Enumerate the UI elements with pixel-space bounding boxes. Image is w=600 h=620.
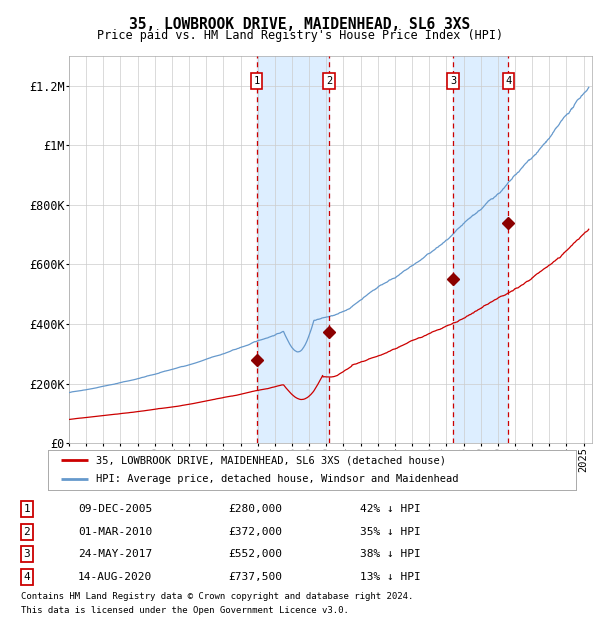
Text: 3: 3 <box>23 549 31 559</box>
Text: 35, LOWBROOK DRIVE, MAIDENHEAD, SL6 3XS (detached house): 35, LOWBROOK DRIVE, MAIDENHEAD, SL6 3XS … <box>95 455 446 466</box>
Text: £737,500: £737,500 <box>228 572 282 582</box>
Text: Contains HM Land Registry data © Crown copyright and database right 2024.: Contains HM Land Registry data © Crown c… <box>21 592 413 601</box>
Text: £552,000: £552,000 <box>228 549 282 559</box>
Text: 4: 4 <box>23 572 31 582</box>
Text: 35, LOWBROOK DRIVE, MAIDENHEAD, SL6 3XS: 35, LOWBROOK DRIVE, MAIDENHEAD, SL6 3XS <box>130 17 470 32</box>
Text: 01-MAR-2010: 01-MAR-2010 <box>78 527 152 537</box>
Text: 3: 3 <box>450 76 456 86</box>
Text: 38% ↓ HPI: 38% ↓ HPI <box>360 549 421 559</box>
Text: 35% ↓ HPI: 35% ↓ HPI <box>360 527 421 537</box>
Text: This data is licensed under the Open Government Licence v3.0.: This data is licensed under the Open Gov… <box>21 606 349 615</box>
Text: 14-AUG-2020: 14-AUG-2020 <box>78 572 152 582</box>
Text: £372,000: £372,000 <box>228 527 282 537</box>
Text: 24-MAY-2017: 24-MAY-2017 <box>78 549 152 559</box>
Text: 09-DEC-2005: 09-DEC-2005 <box>78 504 152 514</box>
Text: 2: 2 <box>23 527 31 537</box>
Text: 1: 1 <box>23 504 31 514</box>
Text: 2: 2 <box>326 76 332 86</box>
Text: 13% ↓ HPI: 13% ↓ HPI <box>360 572 421 582</box>
Text: 1: 1 <box>254 76 260 86</box>
Bar <box>453 56 508 443</box>
Text: HPI: Average price, detached house, Windsor and Maidenhead: HPI: Average price, detached house, Wind… <box>95 474 458 484</box>
Text: Price paid vs. HM Land Registry's House Price Index (HPI): Price paid vs. HM Land Registry's House … <box>97 29 503 42</box>
Bar <box>257 56 329 443</box>
Text: £280,000: £280,000 <box>228 504 282 514</box>
Text: 4: 4 <box>505 76 512 86</box>
Text: 42% ↓ HPI: 42% ↓ HPI <box>360 504 421 514</box>
